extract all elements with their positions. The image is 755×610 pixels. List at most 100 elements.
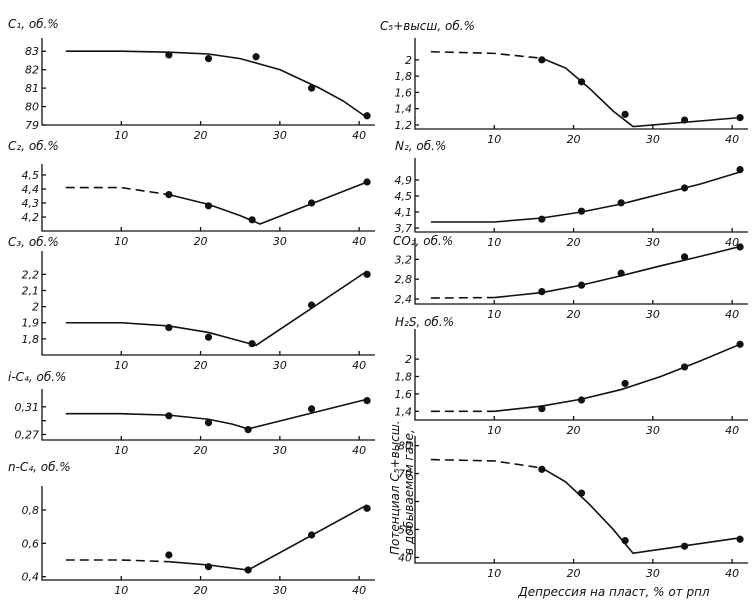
x-tick-label: 10 bbox=[114, 235, 128, 248]
data-point bbox=[680, 184, 689, 192]
data-point bbox=[252, 53, 260, 61]
y-tick-label: 2,8 bbox=[395, 273, 413, 286]
axes bbox=[414, 329, 748, 421]
y-tick-label: 2 bbox=[405, 54, 412, 67]
y-tick-label: 1,8 bbox=[22, 333, 40, 346]
data-point bbox=[617, 199, 625, 207]
y-tick-label: 2 bbox=[32, 301, 39, 314]
data-point bbox=[204, 202, 213, 210]
y-axis-label: H₂S, об.% bbox=[395, 315, 454, 329]
x-tick-label: 20 bbox=[194, 584, 208, 597]
data-point bbox=[244, 426, 252, 434]
x-tick-label: 30 bbox=[646, 424, 660, 437]
y-tick-label: 2 bbox=[405, 353, 412, 366]
data-point bbox=[680, 116, 689, 124]
x-tick-label: 40 bbox=[725, 308, 739, 321]
y-tick-label: 0,8 bbox=[22, 504, 40, 517]
y-tick-label: 1,6 bbox=[395, 388, 413, 401]
panel-5: 0,8 0,6 0,4 10 20 30 40 n-C₄, об.% bbox=[8, 460, 375, 597]
x-tick-label: 40 bbox=[725, 567, 739, 580]
data-point bbox=[165, 551, 173, 559]
panel-6: 2 1,8 1,6 1,4 1,2 10 20 30 40 C₅+высш, об.% bbox=[380, 19, 748, 146]
y-tick-label: 82 bbox=[25, 64, 39, 77]
data-point bbox=[736, 340, 744, 348]
data-point bbox=[204, 419, 213, 427]
y-tick-label: 4,1 bbox=[395, 206, 413, 219]
data-point bbox=[307, 531, 316, 539]
x-tick-label: 30 bbox=[273, 584, 287, 597]
x-tick-label: 40 bbox=[352, 129, 366, 142]
axes bbox=[41, 389, 375, 441]
data-point bbox=[736, 535, 744, 543]
data-point bbox=[165, 51, 173, 59]
y-tick-label: 4,2 bbox=[22, 211, 40, 224]
panel-8: 3,2 2,8 2,4 10 20 30 40 CO₂, об.% bbox=[393, 234, 748, 321]
fit-curve bbox=[541, 467, 741, 555]
fit-curve bbox=[65, 50, 368, 119]
data-point bbox=[577, 207, 586, 215]
axes bbox=[414, 38, 748, 130]
fit-curve-dashed bbox=[430, 50, 542, 60]
panel-2: 4,54,44,34,2 10 20 30 40 C₂, об.% bbox=[8, 139, 375, 248]
data-point bbox=[538, 465, 546, 473]
data-point bbox=[538, 56, 546, 64]
x-tick-label: 10 bbox=[114, 444, 128, 457]
axes bbox=[414, 158, 748, 233]
fit-curve bbox=[494, 245, 741, 299]
y-tick-label: 3,2 bbox=[395, 253, 413, 266]
fit-curve-dashed bbox=[430, 458, 542, 469]
y-tick-label: 1,2 bbox=[395, 119, 413, 132]
data-point bbox=[307, 84, 316, 92]
data-point bbox=[244, 566, 252, 574]
fit-curve bbox=[494, 343, 741, 413]
data-point bbox=[538, 405, 546, 413]
y-tick-label: 4,9 bbox=[395, 174, 413, 187]
x-tick-label: 20 bbox=[567, 236, 581, 249]
x-tick-label: 30 bbox=[646, 133, 660, 146]
x-tick-label: 20 bbox=[194, 235, 208, 248]
data-point bbox=[577, 489, 586, 497]
y-tick-label: 40 bbox=[398, 551, 412, 564]
x-tick-label: 30 bbox=[273, 235, 287, 248]
y-axis-label: CO₂, об.% bbox=[393, 234, 453, 248]
axes bbox=[41, 251, 375, 356]
x-tick-label: 20 bbox=[194, 444, 208, 457]
fit-curve bbox=[168, 504, 368, 571]
x-tick-label: 40 bbox=[725, 424, 739, 437]
fit-curve bbox=[541, 57, 741, 128]
x-tick-label: 40 bbox=[352, 444, 366, 457]
y-axis-label: C₂, об.% bbox=[8, 139, 59, 153]
y-tick-label: 0,27 bbox=[15, 428, 40, 441]
y-axis-label: C₃, об.% bbox=[8, 235, 59, 249]
fit-curve bbox=[430, 171, 741, 223]
x-tick-label: 20 bbox=[567, 424, 581, 437]
data-point bbox=[165, 323, 173, 332]
data-point bbox=[363, 270, 371, 278]
x-tick-label: 10 bbox=[487, 567, 501, 580]
axes bbox=[414, 238, 748, 305]
data-point bbox=[307, 405, 316, 413]
y-tick-label: 4,5 bbox=[395, 190, 413, 203]
x-axis-label: Депрессия на пласт, % от pпл bbox=[517, 585, 710, 599]
y-tick-label: 81 bbox=[25, 82, 39, 95]
fit-curve bbox=[65, 270, 368, 347]
data-point bbox=[621, 379, 629, 388]
x-tick-label: 10 bbox=[114, 584, 128, 597]
data-point bbox=[363, 397, 371, 405]
data-point bbox=[538, 288, 546, 296]
data-point bbox=[680, 253, 689, 261]
x-tick-label: 10 bbox=[487, 424, 501, 437]
data-point bbox=[577, 78, 586, 86]
y-tick-label: 80 bbox=[398, 440, 412, 453]
x-tick-label: 20 bbox=[567, 308, 581, 321]
data-point bbox=[204, 333, 213, 341]
y-tick-label: 1,4 bbox=[395, 405, 413, 418]
y-tick-label: 2,4 bbox=[395, 293, 413, 306]
x-tick-label: 30 bbox=[273, 444, 287, 457]
data-point bbox=[307, 301, 316, 309]
panel-7: 4,9 4,5 4,1 3,7 10 20 30 40 N₂, об.% bbox=[395, 139, 748, 249]
y-tick-label: 3,7 bbox=[395, 222, 413, 235]
x-tick-label: 10 bbox=[114, 129, 128, 142]
data-point bbox=[165, 191, 173, 199]
